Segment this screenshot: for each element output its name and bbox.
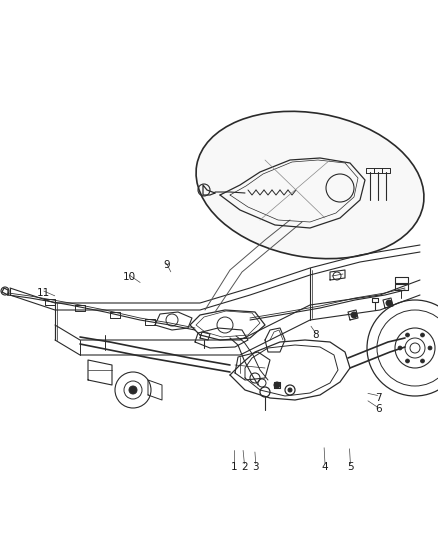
- Text: 6: 6: [375, 405, 382, 414]
- Circle shape: [386, 300, 392, 306]
- Text: 7: 7: [375, 393, 382, 402]
- Circle shape: [428, 346, 432, 350]
- Circle shape: [274, 382, 280, 388]
- Circle shape: [398, 346, 402, 350]
- Text: 4: 4: [321, 462, 328, 472]
- Text: 2: 2: [241, 462, 248, 472]
- Text: 8: 8: [312, 330, 319, 340]
- Circle shape: [406, 333, 410, 337]
- Circle shape: [420, 359, 424, 363]
- Text: 10: 10: [123, 272, 136, 282]
- Ellipse shape: [196, 111, 424, 259]
- Circle shape: [129, 386, 137, 394]
- Text: 5: 5: [347, 462, 354, 472]
- Circle shape: [288, 388, 292, 392]
- Text: 1: 1: [231, 462, 238, 472]
- Text: 11: 11: [37, 288, 50, 298]
- Circle shape: [420, 333, 424, 337]
- Circle shape: [406, 359, 410, 363]
- Text: 9: 9: [163, 261, 170, 270]
- Circle shape: [351, 312, 357, 318]
- Text: 3: 3: [252, 462, 259, 472]
